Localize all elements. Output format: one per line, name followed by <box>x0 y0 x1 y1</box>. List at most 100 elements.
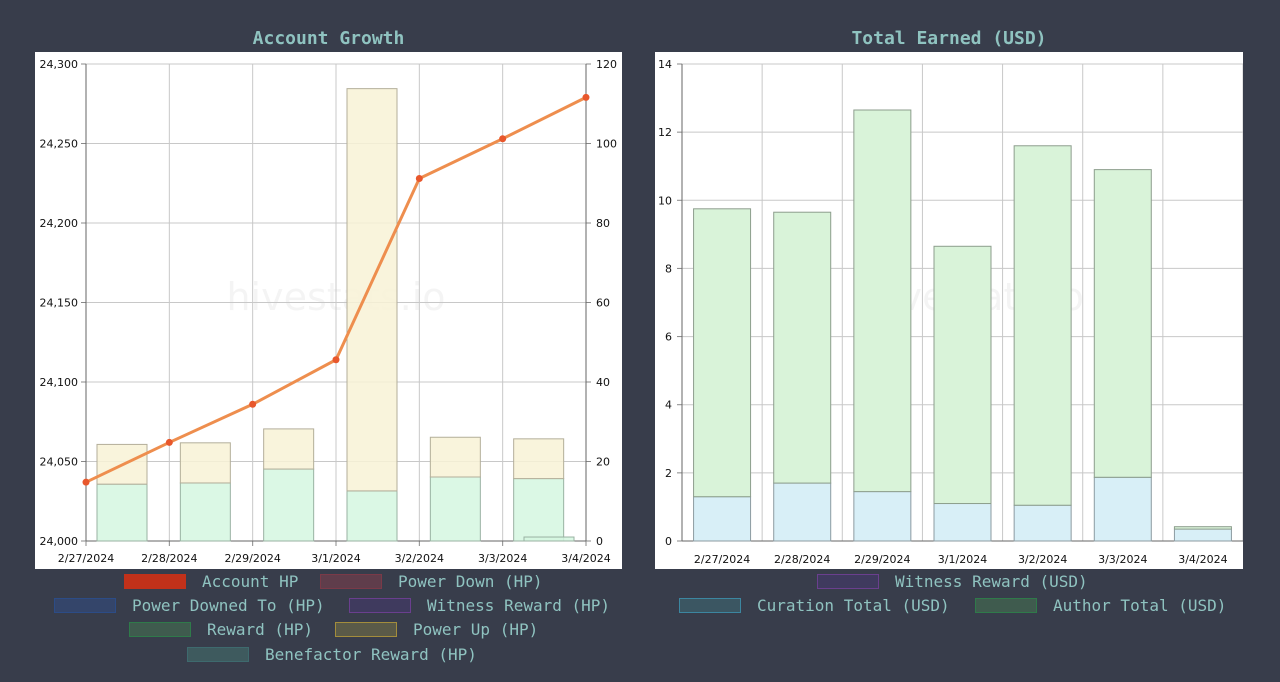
account-growth-legend: Account HP Power Down (HP) Power Downed … <box>0 570 640 680</box>
bar <box>1013 145 1072 506</box>
bar <box>1093 169 1152 478</box>
y-tick-label: 0 <box>665 535 672 548</box>
bar <box>346 88 398 492</box>
bar <box>1173 528 1232 542</box>
legend-label: Power Up (HP) <box>413 620 539 639</box>
y-tick-label: 6 <box>665 331 672 344</box>
legend-item-witness-reward-hp[interactable]: Witness Reward (HP) <box>349 596 610 615</box>
legend-swatch <box>129 622 191 637</box>
bar <box>693 208 752 498</box>
bar <box>933 503 992 542</box>
legend-item-author-total[interactable]: Author Total (USD) <box>975 596 1226 615</box>
y-right-tick-label: 120 <box>596 58 617 71</box>
bar <box>346 490 398 542</box>
x-tick-label: 3/1/2024 <box>938 553 987 566</box>
y-tick-label: 8 <box>665 262 672 275</box>
total-earned-chart-panel: hivestats.io024681012142/27/20242/28/202… <box>655 52 1244 569</box>
legend-label: Witness Reward (HP) <box>427 596 611 615</box>
bar <box>773 211 832 484</box>
legend-swatch <box>320 574 382 589</box>
legend-swatch <box>187 647 249 662</box>
bar <box>853 109 912 493</box>
chart-title-account-growth: Account Growth <box>252 28 405 49</box>
bar <box>96 443 148 485</box>
total-earned-legend: Witness Reward (USD) Curation Total (USD… <box>640 570 1280 630</box>
x-tick-label: 3/3/2024 <box>478 552 527 565</box>
bar <box>179 482 231 542</box>
y-left-tick-label: 24,200 <box>40 217 79 230</box>
y-right-tick-label: 60 <box>596 297 610 310</box>
account-growth-chart: hivestats.io24,00024,05024,10024,15024,2… <box>40 58 618 565</box>
bar <box>263 428 315 470</box>
legend-item-account-hp[interactable]: Account HP <box>124 572 298 591</box>
bar <box>429 436 481 478</box>
x-tick-label: 3/2/2024 <box>395 552 444 565</box>
line-point <box>415 174 423 182</box>
y-right-tick-label: 0 <box>596 535 603 548</box>
x-tick-label: 3/4/2024 <box>561 552 610 565</box>
total-earned-chart: hivestats.io024681012142/27/20242/28/202… <box>658 58 1244 566</box>
legend-item-reward-hp[interactable]: Reward (HP) <box>129 620 313 639</box>
legend-swatch <box>335 622 397 637</box>
legend-item-power-down[interactable]: Power Down (HP) <box>320 572 543 591</box>
bar <box>1013 504 1072 542</box>
y-left-tick-label: 24,000 <box>40 535 79 548</box>
line-point <box>249 400 257 408</box>
bar <box>513 478 565 542</box>
line-point <box>165 438 173 446</box>
x-tick-label: 3/3/2024 <box>1098 553 1147 566</box>
legend-swatch <box>975 598 1037 613</box>
legend-label: Account HP <box>202 572 299 591</box>
y-right-tick-label: 40 <box>596 376 610 389</box>
bar <box>523 536 575 542</box>
line-point <box>499 135 507 143</box>
y-left-tick-label: 24,300 <box>40 58 79 71</box>
legend-swatch <box>817 574 879 589</box>
bar <box>693 496 752 542</box>
y-tick-label: 14 <box>658 58 672 71</box>
legend-swatch <box>679 598 741 613</box>
bar <box>1093 476 1152 542</box>
legend-swatch <box>54 598 116 613</box>
legend-item-benefactor-reward[interactable]: Benefactor Reward (HP) <box>187 645 477 664</box>
legend-label: Reward (HP) <box>207 620 313 639</box>
y-tick-label: 12 <box>658 126 672 139</box>
x-tick-label: 3/4/2024 <box>1178 553 1227 566</box>
x-tick-label: 2/27/2024 <box>58 552 114 565</box>
chart-title-total-earned: Total Earned (USD) <box>851 28 1047 49</box>
y-left-tick-label: 24,100 <box>40 376 79 389</box>
y-tick-label: 10 <box>658 194 672 207</box>
x-tick-label: 2/27/2024 <box>694 553 750 566</box>
legend-swatch <box>124 574 186 589</box>
legend-item-power-up[interactable]: Power Up (HP) <box>335 620 538 639</box>
x-tick-label: 2/29/2024 <box>224 552 280 565</box>
x-tick-label: 3/1/2024 <box>311 552 360 565</box>
legend-item-curation-total[interactable]: Curation Total (USD) <box>679 596 950 615</box>
bar <box>513 438 565 480</box>
bar <box>933 245 992 505</box>
bar <box>263 468 315 542</box>
y-left-tick-label: 24,150 <box>40 297 79 310</box>
y-tick-label: 4 <box>665 399 672 412</box>
legend-label: Author Total (USD) <box>1053 596 1227 615</box>
x-tick-label: 2/29/2024 <box>854 553 910 566</box>
legend-item-power-downed-to[interactable]: Power Downed To (HP) <box>54 596 325 615</box>
legend-label: Power Downed To (HP) <box>132 596 325 615</box>
legend-swatch <box>349 598 411 613</box>
line-point <box>332 356 340 364</box>
x-tick-label: 2/28/2024 <box>774 553 830 566</box>
account-growth-chart-panel: hivestats.io24,00024,05024,10024,15024,2… <box>35 52 622 569</box>
legend-label: Witness Reward (USD) <box>895 572 1088 591</box>
y-tick-label: 2 <box>665 467 672 480</box>
bar <box>1173 526 1232 530</box>
y-left-tick-label: 24,250 <box>40 138 79 151</box>
x-tick-label: 3/2/2024 <box>1018 553 1067 566</box>
bar <box>429 476 481 542</box>
line-point <box>82 478 90 486</box>
legend-item-witness-reward-usd[interactable]: Witness Reward (USD) <box>817 572 1088 591</box>
bar <box>179 442 231 484</box>
y-right-tick-label: 100 <box>596 138 617 151</box>
legend-label: Power Down (HP) <box>398 572 543 591</box>
y-right-tick-label: 80 <box>596 217 610 230</box>
line-point <box>582 93 590 101</box>
